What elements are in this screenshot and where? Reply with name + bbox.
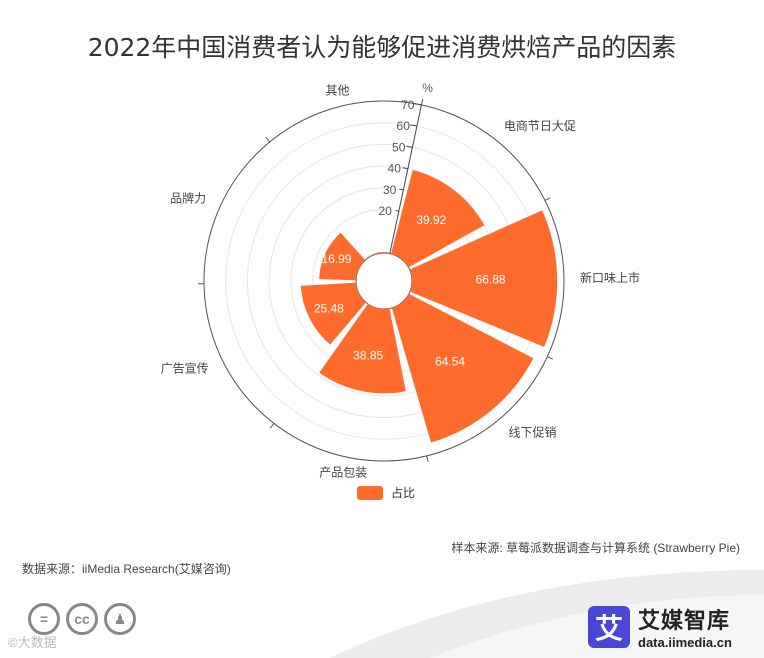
watermark: ©大数据 xyxy=(8,635,57,650)
category-tick xyxy=(269,423,275,429)
legend-label: 占比 xyxy=(391,486,416,500)
category-label: 产品包装 xyxy=(319,466,367,480)
chart-title: 2022年中国消费者认为能够促进消费烘焙产品的因素 xyxy=(87,33,677,62)
equals-icon: = xyxy=(28,603,60,635)
bar-品牌力 xyxy=(319,232,366,281)
brand-name: 艾媒智库 xyxy=(638,608,731,633)
category-label: 新口味上市 xyxy=(580,270,640,285)
legend-swatch xyxy=(357,485,383,500)
brand-url: data.iimedia.cn xyxy=(638,635,732,650)
category-tick xyxy=(265,137,271,143)
radial-axis-tick xyxy=(410,124,418,127)
polar-bar-chart: 20 30 40 50 60 70% 39.92 66.88 64.54 38.85 25.48 16… xyxy=(161,81,640,480)
data-label: 16.99 xyxy=(321,252,351,266)
category-label: 电商节日大促 xyxy=(504,118,576,133)
inner-circle xyxy=(355,252,413,310)
category-tick xyxy=(420,98,424,106)
radial-axis-tick xyxy=(413,102,422,106)
radial-tick-label: 70 xyxy=(401,98,415,112)
chart-legend[interactable]: 占比 xyxy=(357,484,415,501)
data-label: 64.54 xyxy=(435,354,465,368)
bar-产品包装 xyxy=(319,303,406,394)
category-tick xyxy=(547,356,553,360)
radial-tick-label: 20 xyxy=(378,204,392,218)
cc-icon: cc xyxy=(66,603,98,635)
category-label: 品牌力 xyxy=(170,192,206,206)
bar-其他 xyxy=(366,252,389,259)
outer-circle xyxy=(203,100,565,462)
data-label: 0.42 xyxy=(364,241,388,255)
category-tick xyxy=(544,197,551,201)
radial-tick-label: 60 xyxy=(397,119,411,133)
data-label: 66.88 xyxy=(476,272,506,286)
category-label: 线下促销 xyxy=(508,425,556,439)
radial-axis-unit: % xyxy=(422,81,433,95)
radial-axis-line xyxy=(389,104,422,254)
radial-axis-tick xyxy=(395,210,399,212)
radial-axis-tick xyxy=(402,167,408,170)
radial-axis-tick xyxy=(406,145,413,148)
data-label: 25.48 xyxy=(314,302,344,316)
category-label: 其他 xyxy=(326,84,350,98)
data-label: 39.92 xyxy=(416,213,446,227)
radial-axis-tick xyxy=(399,188,404,191)
bar-电商节日大促 xyxy=(391,169,485,268)
radial-tick-label: 40 xyxy=(388,162,402,176)
license-icons: = cc ♟ xyxy=(28,603,136,635)
data-source: 数据来源：iiMedia Research(艾媒咨询) xyxy=(22,562,231,576)
radial-tick-label: 50 xyxy=(392,140,406,154)
category-tick xyxy=(426,455,429,462)
person-icon: ♟ xyxy=(104,603,136,635)
brand: 艾 艾媒智库 data.iimedia.cn xyxy=(588,603,732,650)
bar-线下促销 xyxy=(391,293,534,443)
radial-tick-label: 30 xyxy=(383,183,397,197)
category-label: 广告宣传 xyxy=(161,361,209,376)
brand-logo-icon: 艾 xyxy=(588,605,630,648)
bar-新口味上市 xyxy=(409,210,558,347)
sample-source: 样本来源: 草莓派数据调查与计算系统 (Strawberry Pie) xyxy=(451,541,740,555)
data-label: 38.85 xyxy=(353,349,383,363)
bar-广告宣传 xyxy=(300,282,366,345)
